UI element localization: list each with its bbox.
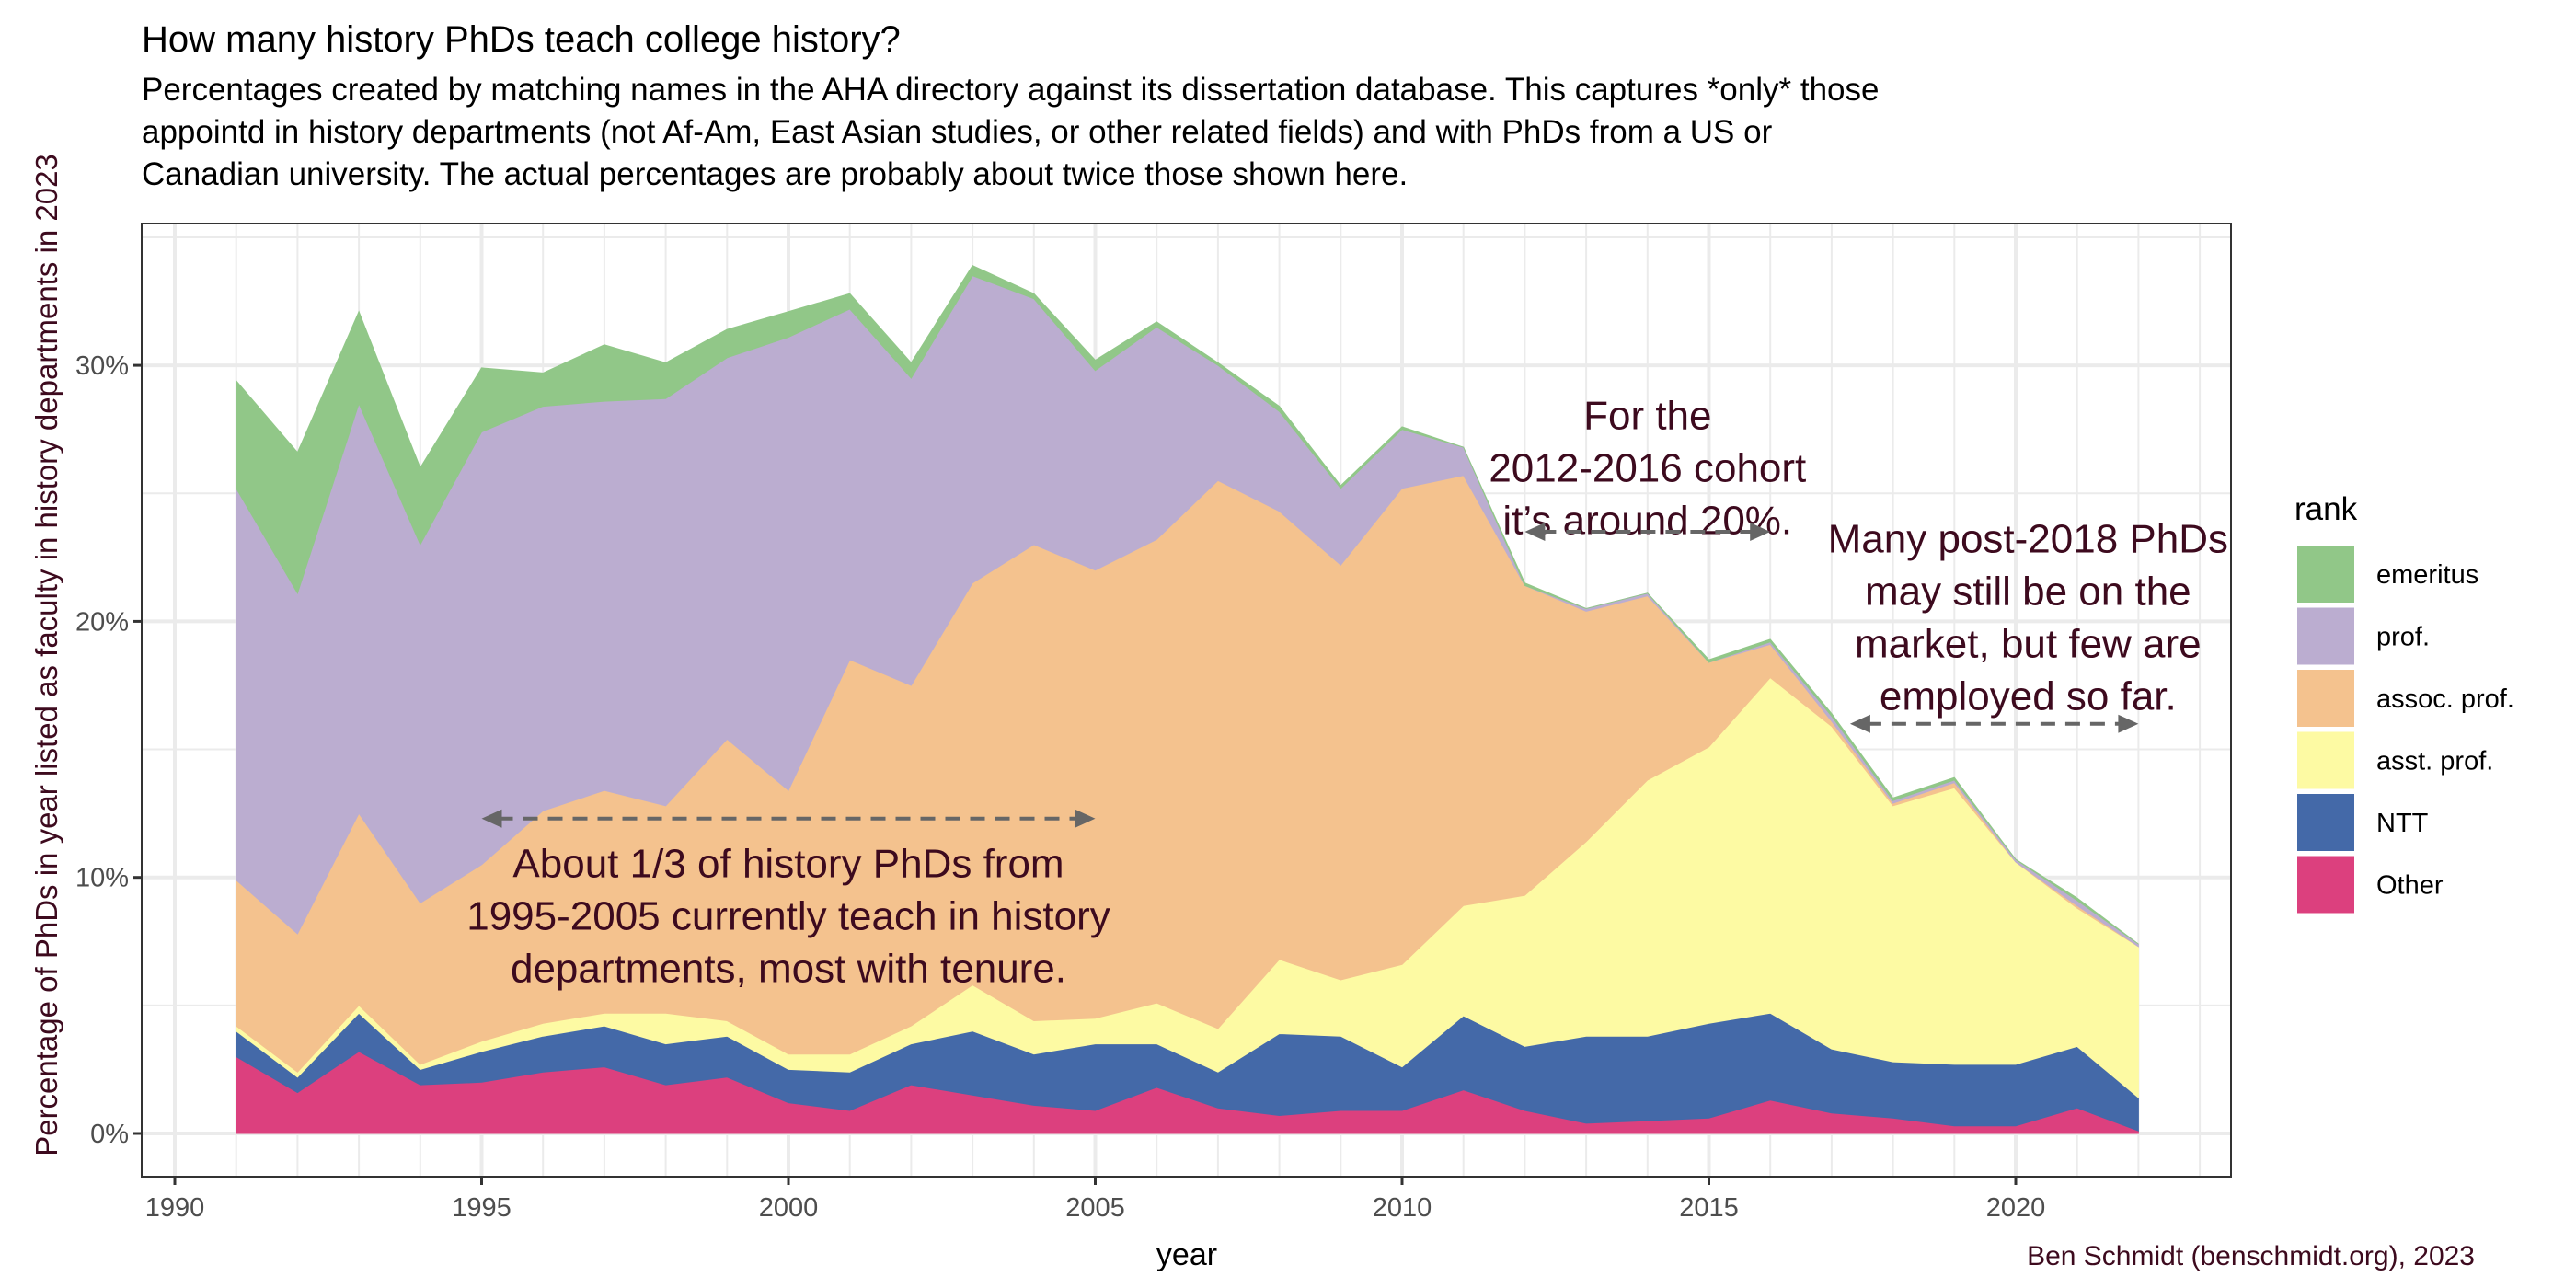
annotation-text-line: employed so far.: [1880, 673, 2177, 719]
legend-key-other: [2297, 856, 2354, 914]
legend: rank emeritus prof. assoc. prof. asst. prof…: [2294, 491, 2514, 914]
legend-key-asst-prof: [2297, 731, 2354, 789]
x-tick-label: 2020: [1986, 1193, 2046, 1223]
legend-label: assoc. prof.: [2376, 684, 2514, 714]
annotation-text-line: Many post-2018 PhDs: [1828, 516, 2228, 561]
chart-title: How many history PhDs teach college hist…: [142, 19, 901, 60]
x-tick-label: 2010: [1373, 1193, 1432, 1223]
x-tick-label: 2005: [1065, 1193, 1125, 1223]
y-tick-label: 0%: [90, 1120, 129, 1149]
annotation-text-line: For the: [1583, 394, 1711, 439]
caption-credit: Ben Schmidt (benschmidt.org), 2023: [2027, 1241, 2475, 1271]
annotation-text-line: departments, most with tenure.: [511, 947, 1066, 992]
x-tick-label: 2000: [759, 1193, 819, 1223]
x-axis-title: year: [1156, 1237, 1217, 1272]
legend-label: emeritus: [2376, 560, 2478, 590]
arrow-head-right: [1075, 809, 1096, 828]
arrow-head-left: [1849, 714, 1870, 733]
annotation-text-line: it’s around 20%.: [1502, 499, 1792, 544]
x-tick-label: 2015: [1679, 1193, 1739, 1223]
annotation-text-line: 2012-2016 cohort: [1489, 446, 1806, 491]
arrow-head-right: [1750, 522, 1771, 541]
x-tick-label: 1995: [452, 1193, 512, 1223]
legend-label: asst. prof.: [2376, 747, 2493, 776]
panel-border: [141, 223, 2232, 1178]
legend-key-assoc-prof: [2297, 670, 2354, 727]
stacked-areas: [236, 264, 2139, 1134]
arrow-head-left: [481, 809, 502, 828]
legend-key-prof: [2297, 607, 2354, 665]
annotations: About 1/3 of history PhDs from 1995-2005 …: [466, 394, 2228, 992]
subtitle-line-3: Canadian university. The actual percenta…: [142, 156, 1408, 192]
arrow-head-right: [2118, 714, 2139, 733]
y-tick-label: 30%: [75, 351, 129, 381]
legend-label: Other: [2376, 871, 2444, 901]
y-tick-label: 20%: [75, 607, 129, 637]
legend-key-ntt: [2297, 794, 2354, 851]
annotation-text-line: 1995-2005 currently teach in history: [466, 894, 1110, 939]
legend-title: rank: [2294, 491, 2358, 527]
arrow-head-left: [1524, 522, 1546, 541]
legend-label: prof.: [2376, 623, 2430, 652]
y-axis-title: Percentage of PhDs in year listed as fac…: [29, 154, 63, 1156]
annotation-text-line: may still be on the: [1865, 569, 2191, 614]
x-tick-label: 1990: [145, 1193, 205, 1223]
subtitle-line-2: appointd in history departments (not Af-…: [142, 114, 1773, 150]
annotation-text-line: About 1/3 of history PhDs from: [512, 842, 1064, 887]
axes: 1990 1995 2000 2005 2010 2015 2020 0% 10% 20% 30%: [75, 351, 2045, 1223]
annotation-text-line: market, but few are: [1855, 621, 2202, 666]
area-emeritus: [236, 264, 2139, 945]
subtitle-line-1: Percentages created by matching names in…: [142, 72, 1879, 108]
legend-key-emeritus: [2297, 546, 2354, 603]
legend-label: NTT: [2376, 809, 2429, 838]
y-tick-label: 10%: [75, 864, 129, 893]
